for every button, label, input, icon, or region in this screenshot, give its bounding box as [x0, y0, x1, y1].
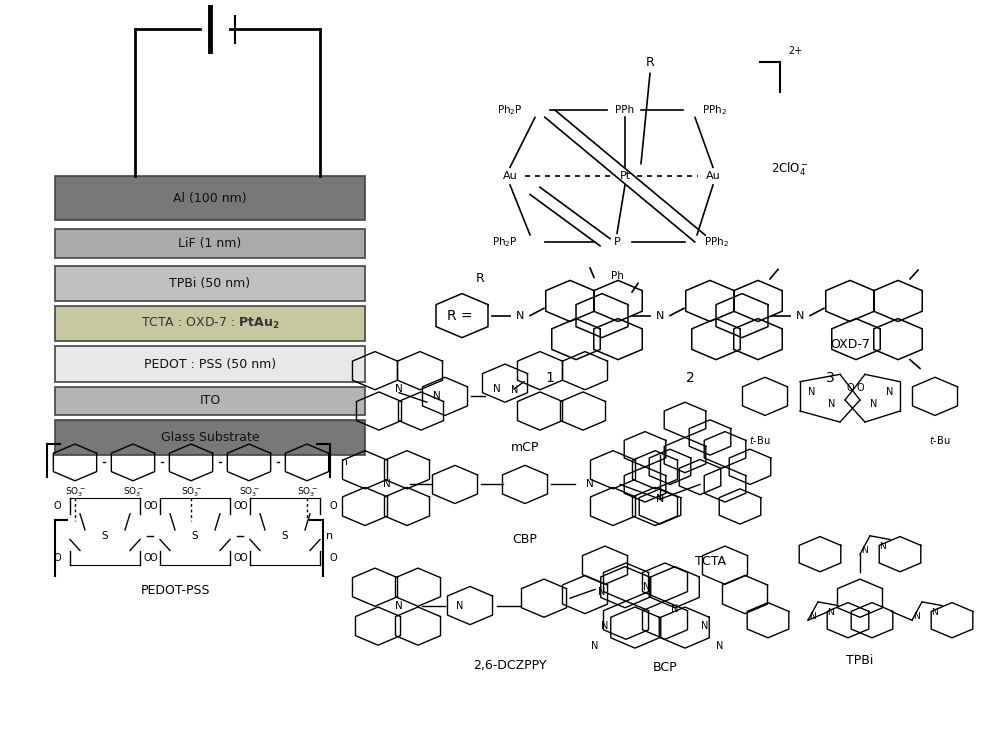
Text: Ph: Ph: [611, 271, 623, 281]
Text: 2+: 2+: [788, 46, 802, 57]
Text: N: N: [493, 384, 501, 394]
Text: N: N: [383, 479, 391, 490]
Text: N: N: [701, 621, 709, 631]
Text: R =: R =: [447, 308, 473, 323]
Text: Pt: Pt: [619, 171, 631, 181]
Bar: [55, 176, 365, 220]
Text: Ph$_2$P: Ph$_2$P: [497, 103, 523, 117]
Text: O: O: [329, 553, 337, 563]
Text: N: N: [862, 546, 868, 555]
Text: N: N: [914, 612, 920, 621]
Text: O: O: [143, 501, 151, 512]
Text: N: N: [591, 641, 599, 651]
Text: 2: 2: [686, 371, 694, 385]
Text: N: N: [827, 608, 833, 617]
Bar: [55, 306, 365, 341]
Text: N: N: [433, 391, 441, 401]
Text: PEDOT-PSS: PEDOT-PSS: [140, 584, 210, 597]
Text: CBP: CBP: [513, 533, 537, 546]
Text: SO$_3^-$: SO$_3^-$: [123, 485, 143, 498]
Text: O: O: [53, 553, 61, 563]
Text: N: N: [810, 612, 816, 621]
Text: O: O: [143, 553, 151, 563]
Text: SO$_3^-$: SO$_3^-$: [181, 485, 201, 498]
Text: 1: 1: [546, 371, 554, 385]
Text: O: O: [329, 501, 337, 512]
Text: N: N: [671, 604, 679, 614]
Text: N: N: [395, 600, 403, 611]
Text: OXD-7: OXD-7: [830, 338, 870, 352]
Text: SO$_3^-$: SO$_3^-$: [239, 485, 259, 498]
Text: N: N: [716, 641, 724, 651]
Text: N: N: [598, 587, 606, 597]
Text: R: R: [476, 272, 484, 286]
Text: N: N: [828, 399, 836, 409]
Text: N: N: [886, 387, 894, 397]
Text: N: N: [931, 608, 937, 617]
Text: 2,6-DCZPPY: 2,6-DCZPPY: [473, 659, 547, 672]
Text: S: S: [102, 531, 108, 541]
Text: O: O: [149, 553, 157, 563]
Text: Au: Au: [503, 171, 517, 181]
Text: BCP: BCP: [653, 661, 677, 675]
Text: N: N: [796, 310, 804, 321]
Text: O: O: [856, 382, 864, 393]
Text: O: O: [233, 553, 241, 563]
Text: O: O: [53, 501, 61, 512]
Text: P: P: [614, 237, 620, 247]
Text: Ph$_2$P: Ph$_2$P: [492, 236, 518, 249]
Text: 2ClO$_4^-$: 2ClO$_4^-$: [771, 160, 809, 178]
Text: O: O: [233, 501, 241, 512]
Text: O: O: [149, 501, 157, 512]
Bar: [55, 387, 365, 415]
Bar: [55, 346, 365, 382]
Text: TPBi: TPBi: [846, 654, 874, 667]
Text: PPh$_2$: PPh$_2$: [704, 236, 730, 249]
Text: SO$_3^-$: SO$_3^-$: [297, 485, 317, 498]
Text: N: N: [808, 387, 816, 397]
Bar: [55, 420, 365, 455]
Text: PPh$_2$: PPh$_2$: [702, 103, 728, 117]
Text: N: N: [870, 399, 878, 409]
Text: Glass Substrate: Glass Substrate: [161, 431, 259, 444]
Text: N: N: [656, 494, 664, 504]
Text: $t$-Bu: $t$-Bu: [749, 435, 771, 446]
Text: TCTA : OXD-7 : $\mathbf{PtAu_2}$: TCTA : OXD-7 : $\mathbf{PtAu_2}$: [141, 316, 279, 331]
Text: ITO: ITO: [199, 394, 221, 407]
Text: PPh: PPh: [615, 105, 635, 115]
Text: Al (100 nm): Al (100 nm): [173, 192, 247, 205]
Text: n: n: [326, 531, 334, 541]
Text: TPBi (50 nm): TPBi (50 nm): [169, 277, 251, 290]
Text: N: N: [601, 621, 609, 631]
Text: N: N: [656, 310, 664, 321]
Text: n: n: [341, 457, 349, 468]
Text: S: S: [282, 531, 288, 541]
Text: N: N: [395, 384, 403, 394]
Text: S: S: [192, 531, 198, 541]
Text: mCP: mCP: [511, 441, 539, 454]
Text: SO$_3^-$: SO$_3^-$: [65, 485, 85, 498]
Text: N: N: [586, 479, 594, 490]
Text: $t$-Bu: $t$-Bu: [929, 435, 951, 446]
Bar: [55, 266, 365, 301]
Text: PEDOT : PSS (50 nm): PEDOT : PSS (50 nm): [144, 357, 276, 371]
Text: O: O: [846, 382, 854, 393]
Text: N: N: [879, 542, 885, 551]
Text: N: N: [643, 582, 651, 592]
Text: N: N: [511, 385, 519, 396]
Text: TCTA: TCTA: [695, 555, 726, 568]
Text: N: N: [456, 600, 464, 611]
Text: 3: 3: [826, 371, 834, 385]
Text: Au: Au: [706, 171, 720, 181]
Text: O: O: [239, 501, 247, 512]
Bar: [55, 229, 365, 258]
Text: O: O: [239, 553, 247, 563]
Text: LiF (1 nm): LiF (1 nm): [178, 237, 242, 250]
Text: N: N: [516, 310, 524, 321]
Text: R: R: [646, 56, 654, 69]
